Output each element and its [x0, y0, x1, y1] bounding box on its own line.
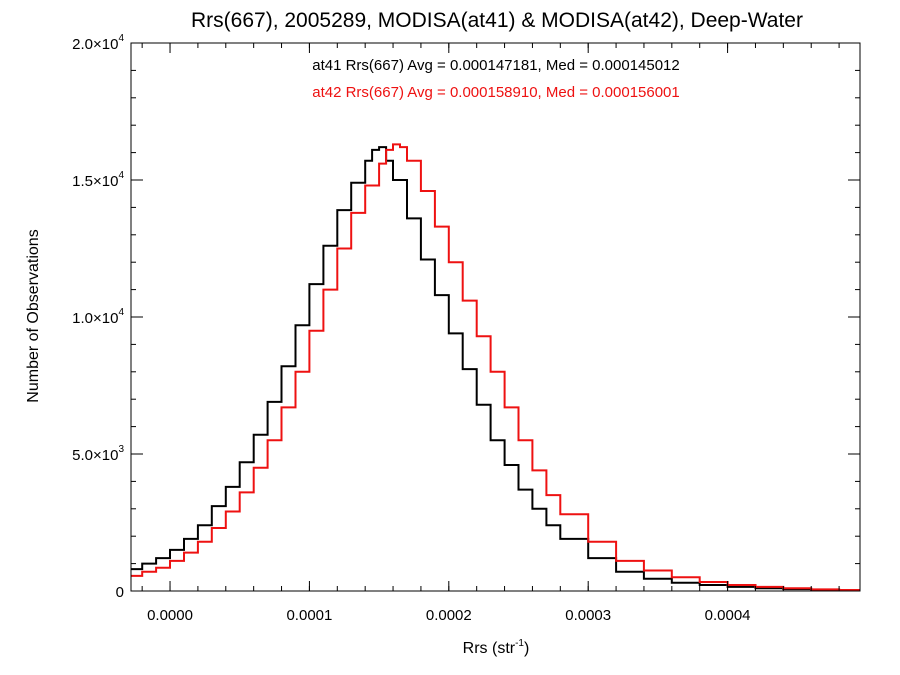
- y-tick-label-exp: 4: [118, 307, 124, 318]
- annotation-at41: at41 Rrs(667) Avg = 0.000147181, Med = 0…: [312, 57, 680, 74]
- x-tick-label: 0.0003: [565, 607, 611, 624]
- x-tick-label: 0.0001: [286, 607, 332, 624]
- y-tick-label-base: 5.0×10: [72, 447, 118, 464]
- x-axis-label-close: ): [524, 640, 529, 657]
- x-tick-label: 0.0004: [705, 607, 751, 624]
- x-axis-label-main: Rrs (str: [463, 640, 516, 657]
- y-tick-label: 0: [116, 584, 124, 601]
- x-axis-label: Rrs (str-1): [463, 638, 530, 657]
- y-tick-label-base: 1.0×10: [72, 310, 118, 327]
- x-axis-label-sup: -1: [515, 638, 524, 649]
- y-tick-label-base: 2.0×10: [72, 36, 118, 53]
- plot-layer: 0.0000 0.0001 0.0002 0.0003 0.0004 0 5.0×103 1.…: [72, 33, 861, 624]
- y-tick-label: 5.0×103: [72, 444, 124, 464]
- y-tick-label: 2.0×104: [72, 33, 124, 53]
- x-tick-label: 0.0002: [426, 607, 472, 624]
- y-tick-label: 1.0×104: [72, 307, 124, 327]
- y-tick-label-base: 1.5×10: [72, 173, 118, 190]
- y-tick-label-exp: 4: [118, 33, 124, 44]
- y-tick-label: 1.5×104: [72, 170, 124, 190]
- x-tick-label: 0.0000: [147, 607, 193, 624]
- y-tick-label-exp: 3: [118, 444, 124, 455]
- y-tick-label-exp: 4: [118, 170, 124, 181]
- chart-title: Rrs(667), 2005289, MODISA(at41) & MODISA…: [191, 9, 803, 32]
- y-axis-label: Number of Observations: [25, 229, 42, 402]
- series-at41-line: [131, 146, 860, 591]
- series-at42-line: [131, 143, 860, 591]
- annotation-at42: at42 Rrs(667) Avg = 0.000158910, Med = 0…: [312, 84, 680, 101]
